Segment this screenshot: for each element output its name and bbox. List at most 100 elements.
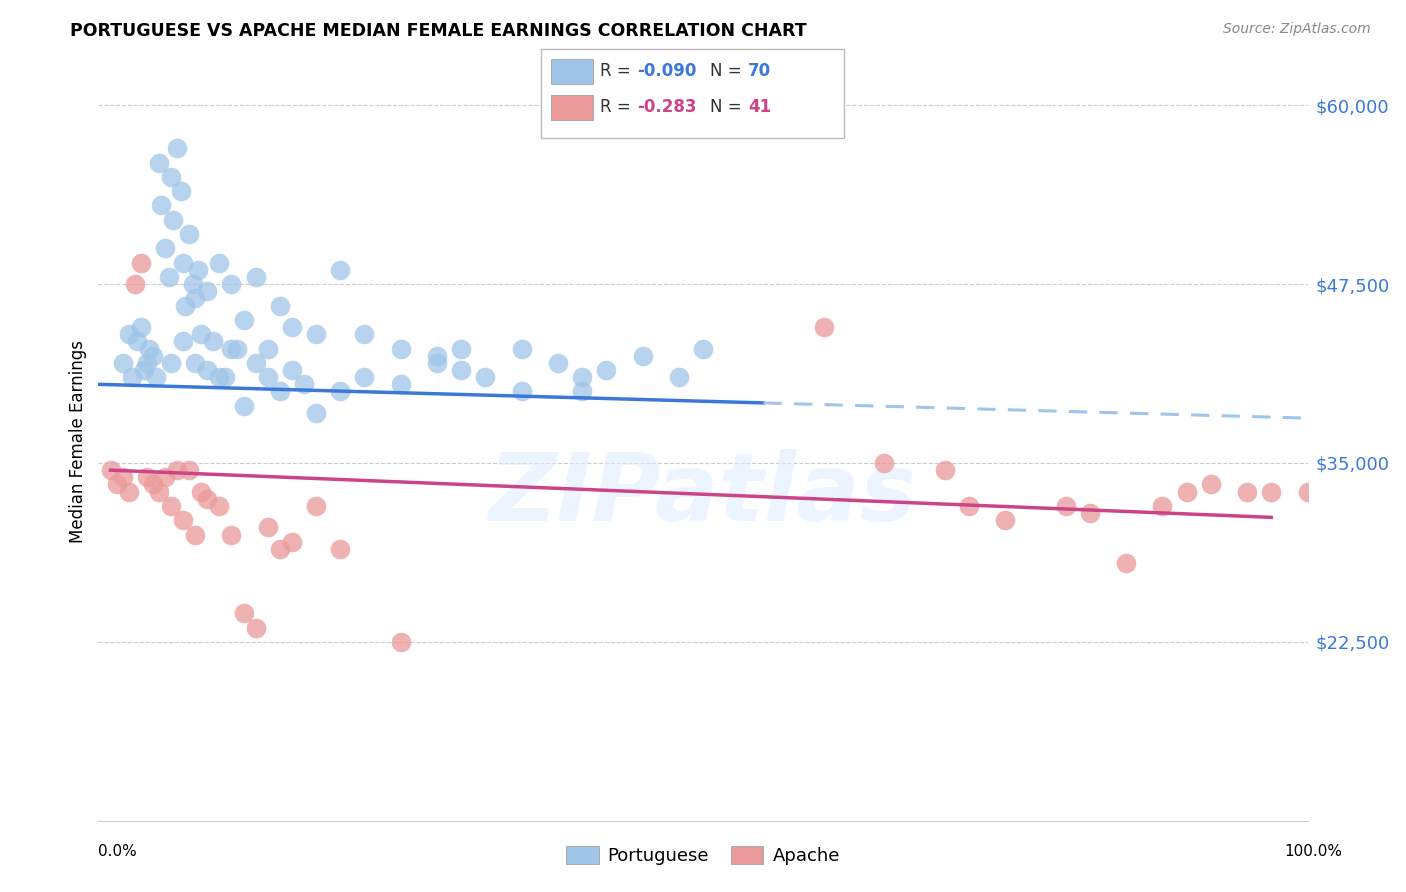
Point (571, 370, 593, 384)
Text: PORTUGUESE VS APACHE MEDIAN FEMALE EARNINGS CORRELATION CHART: PORTUGUESE VS APACHE MEDIAN FEMALE EARNI… (70, 22, 807, 40)
Point (172, 334, 194, 349)
Point (129, 256, 152, 270)
Point (174, 299, 197, 313)
Point (547, 356, 569, 370)
Point (245, 270, 267, 285)
Point (510, 384, 533, 399)
Point (190, 484, 212, 499)
Point (184, 292, 207, 306)
Point (245, 620, 267, 634)
Point (111, 470, 134, 484)
Point (172, 513, 194, 527)
Point (184, 527, 207, 541)
Point (1260, 484, 1282, 499)
Point (190, 327, 212, 342)
Point (221, 277, 243, 292)
Point (389, 635, 412, 649)
Point (160, 169, 183, 184)
Point (150, 198, 173, 212)
Text: 70: 70 (748, 62, 770, 80)
Point (426, 356, 449, 370)
Point (1152, 499, 1174, 513)
Text: ZIPatlas: ZIPatlas (489, 449, 917, 541)
Point (668, 370, 690, 384)
Text: N =: N = (710, 98, 747, 116)
Point (166, 141, 188, 155)
Text: Source: ZipAtlas.com: Source: ZipAtlas.com (1223, 22, 1371, 37)
Point (1115, 556, 1137, 570)
Point (305, 499, 328, 513)
Text: 0.0%: 0.0% (98, 845, 138, 859)
Text: 100.0%: 100.0% (1285, 845, 1343, 859)
Point (208, 256, 231, 270)
Point (389, 342, 412, 356)
Point (292, 377, 315, 392)
Point (100, 463, 122, 477)
Point (269, 541, 291, 556)
Point (118, 327, 141, 342)
Text: -0.090: -0.090 (637, 62, 696, 80)
Point (353, 327, 375, 342)
Point (195, 285, 218, 299)
Point (813, 320, 835, 334)
Point (1199, 477, 1222, 491)
Point (129, 320, 152, 334)
Legend: Portuguese, Apache: Portuguese, Apache (560, 839, 846, 872)
Point (245, 356, 267, 370)
Point (1054, 499, 1077, 513)
Point (208, 499, 231, 513)
Point (134, 363, 156, 377)
Text: R =: R = (600, 62, 637, 80)
Point (160, 499, 183, 513)
Point (179, 227, 201, 241)
Point (166, 463, 188, 477)
Point (181, 277, 204, 292)
Point (281, 320, 304, 334)
Point (138, 342, 160, 356)
Point (226, 342, 249, 356)
Point (195, 491, 218, 506)
Point (142, 477, 165, 491)
Point (1078, 506, 1101, 520)
Point (148, 155, 170, 169)
Point (127, 334, 149, 349)
Point (142, 349, 165, 363)
Point (329, 541, 352, 556)
Point (214, 370, 236, 384)
Point (994, 513, 1017, 527)
Point (595, 363, 617, 377)
Point (153, 470, 176, 484)
Point (148, 484, 170, 499)
Point (631, 349, 654, 363)
Point (179, 463, 201, 477)
Point (305, 406, 328, 420)
Point (957, 499, 980, 513)
Point (145, 370, 167, 384)
Point (1296, 484, 1319, 499)
Point (1175, 484, 1198, 499)
Point (111, 356, 134, 370)
Point (162, 212, 184, 227)
Point (208, 370, 231, 384)
Point (187, 263, 209, 277)
Point (256, 520, 278, 534)
Point (195, 363, 218, 377)
Point (426, 349, 449, 363)
Point (105, 477, 128, 491)
Point (873, 456, 896, 470)
Point (160, 356, 183, 370)
Point (221, 527, 243, 541)
Point (118, 484, 141, 499)
Point (450, 363, 472, 377)
Point (157, 270, 180, 285)
Text: N =: N = (710, 62, 747, 80)
Point (256, 370, 278, 384)
Point (124, 277, 146, 292)
Text: 41: 41 (748, 98, 770, 116)
Point (1236, 484, 1258, 499)
Point (202, 334, 225, 349)
Point (510, 342, 533, 356)
Point (474, 370, 496, 384)
Point (389, 377, 412, 392)
Point (281, 534, 304, 549)
